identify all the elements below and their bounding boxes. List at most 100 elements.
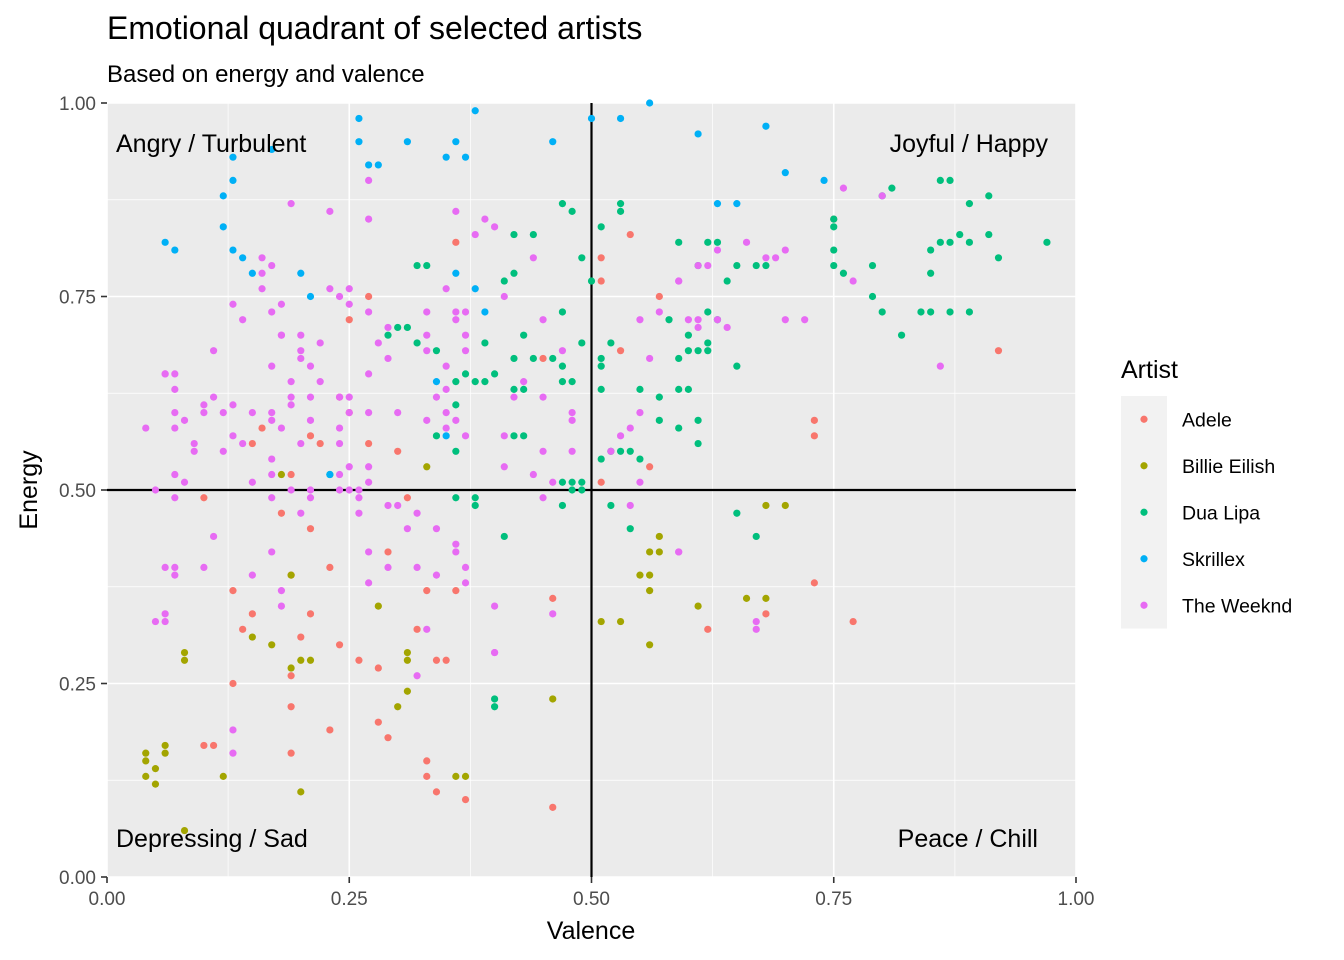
data-point-dua-lipa [510,230,518,239]
data-point-billie-eilish [452,772,460,780]
data-point-dua-lipa [568,378,576,386]
data-point-dua-lipa [491,695,499,703]
data-point-adele [258,424,266,432]
data-point-adele [994,347,1003,355]
data-point-the-weeknd [306,486,315,494]
data-point-the-weeknd [491,602,499,610]
data-point-adele [229,679,237,688]
y-tick-label: 0.75 [59,288,96,309]
data-point-dua-lipa [568,478,576,486]
data-point-dua-lipa [704,238,712,246]
data-point-the-weeknd [248,571,256,579]
data-point-billie-eilish [287,571,295,579]
data-point-adele [306,610,315,618]
chart-title: Emotional quadrant of selected artists [107,10,642,46]
data-point-dua-lipa [684,347,693,355]
data-point-the-weeknd [268,494,276,502]
data-point-dua-lipa [452,378,460,386]
data-point-skrillex [171,246,179,254]
data-point-the-weeknd [180,478,189,486]
data-point-billie-eilish [762,501,770,510]
data-point-dua-lipa [403,323,411,332]
data-point-dua-lipa [733,261,741,270]
data-point-dua-lipa [529,230,537,239]
data-point-the-weeknd [345,486,353,494]
data-point-dua-lipa [713,238,722,246]
data-point-the-weeknd [316,378,324,386]
y-tick-label: 0.25 [59,675,96,696]
data-point-billie-eilish [374,602,382,610]
data-point-dua-lipa [500,277,508,285]
legend-label-dua-lipa: Dua Lipa [1182,502,1260,524]
data-point-dua-lipa [616,200,625,208]
data-point-dua-lipa [675,238,683,246]
data-point-the-weeknd [394,409,402,417]
data-point-the-weeknd [549,610,557,618]
data-point-dua-lipa [965,238,974,246]
data-point-skrillex [432,378,441,386]
data-point-dua-lipa [452,447,460,455]
data-point-the-weeknd [248,478,256,486]
data-point-dua-lipa [384,331,392,339]
data-point-billie-eilish [287,664,295,672]
data-point-adele [762,610,770,618]
data-point-dua-lipa [413,339,421,347]
data-point-billie-eilish [616,617,625,626]
data-point-the-weeknd [239,316,247,324]
data-point-skrillex [229,246,237,254]
data-point-adele [423,587,431,595]
data-point-the-weeknd [268,308,276,316]
data-point-the-weeknd [316,339,324,347]
data-point-dua-lipa [587,277,596,285]
data-point-the-weeknd [200,563,208,572]
data-point-the-weeknd [335,393,344,401]
x-axis: 0.00 0.25 0.50 0.75 1.00 [89,877,1094,910]
data-point-dua-lipa [452,401,460,409]
data-point-the-weeknd [229,401,237,409]
data-point-dua-lipa [500,532,508,541]
data-point-the-weeknd [374,339,382,347]
data-point-the-weeknd [335,439,344,448]
data-point-adele [597,277,605,285]
data-point-the-weeknd [713,246,722,254]
data-point-the-weeknd [229,749,237,757]
data-point-dua-lipa [694,439,702,448]
legend-label-skrillex: Skrillex [1182,549,1245,571]
quadrant-label-bottom-right: Peace / Chill [898,825,1038,853]
data-point-skrillex [442,432,450,440]
data-point-the-weeknd [297,331,305,339]
data-point-the-weeknd [704,261,712,270]
data-point-the-weeknd [675,548,683,556]
data-point-the-weeknd [461,347,470,355]
data-point-billie-eilish [742,594,751,602]
data-point-billie-eilish [597,617,605,626]
data-point-adele [849,617,857,626]
data-point-the-weeknd [306,393,315,401]
data-point-dua-lipa [694,347,702,355]
data-point-the-weeknd [297,509,305,517]
data-point-the-weeknd [209,532,218,541]
data-point-the-weeknd [568,409,576,417]
data-point-dua-lipa [607,501,615,510]
data-point-the-weeknd [878,192,886,200]
data-point-skrillex [733,200,741,208]
data-point-billie-eilish [636,571,644,579]
data-point-adele [810,432,818,440]
data-point-billie-eilish [142,772,150,780]
data-point-the-weeknd [394,501,402,510]
data-point-the-weeknd [365,176,373,184]
data-point-the-weeknd [335,424,344,432]
data-point-adele [423,757,431,765]
data-point-dua-lipa [510,269,518,277]
data-point-dua-lipa [578,339,586,347]
data-point-the-weeknd [442,385,450,393]
data-point-the-weeknd [306,362,315,370]
data-point-skrillex [229,176,237,184]
data-point-the-weeknd [481,215,489,223]
data-point-the-weeknd [413,509,421,517]
data-point-skrillex [268,145,276,154]
data-point-the-weeknd [423,416,431,424]
data-point-dua-lipa [510,385,518,393]
data-point-the-weeknd [694,261,702,270]
